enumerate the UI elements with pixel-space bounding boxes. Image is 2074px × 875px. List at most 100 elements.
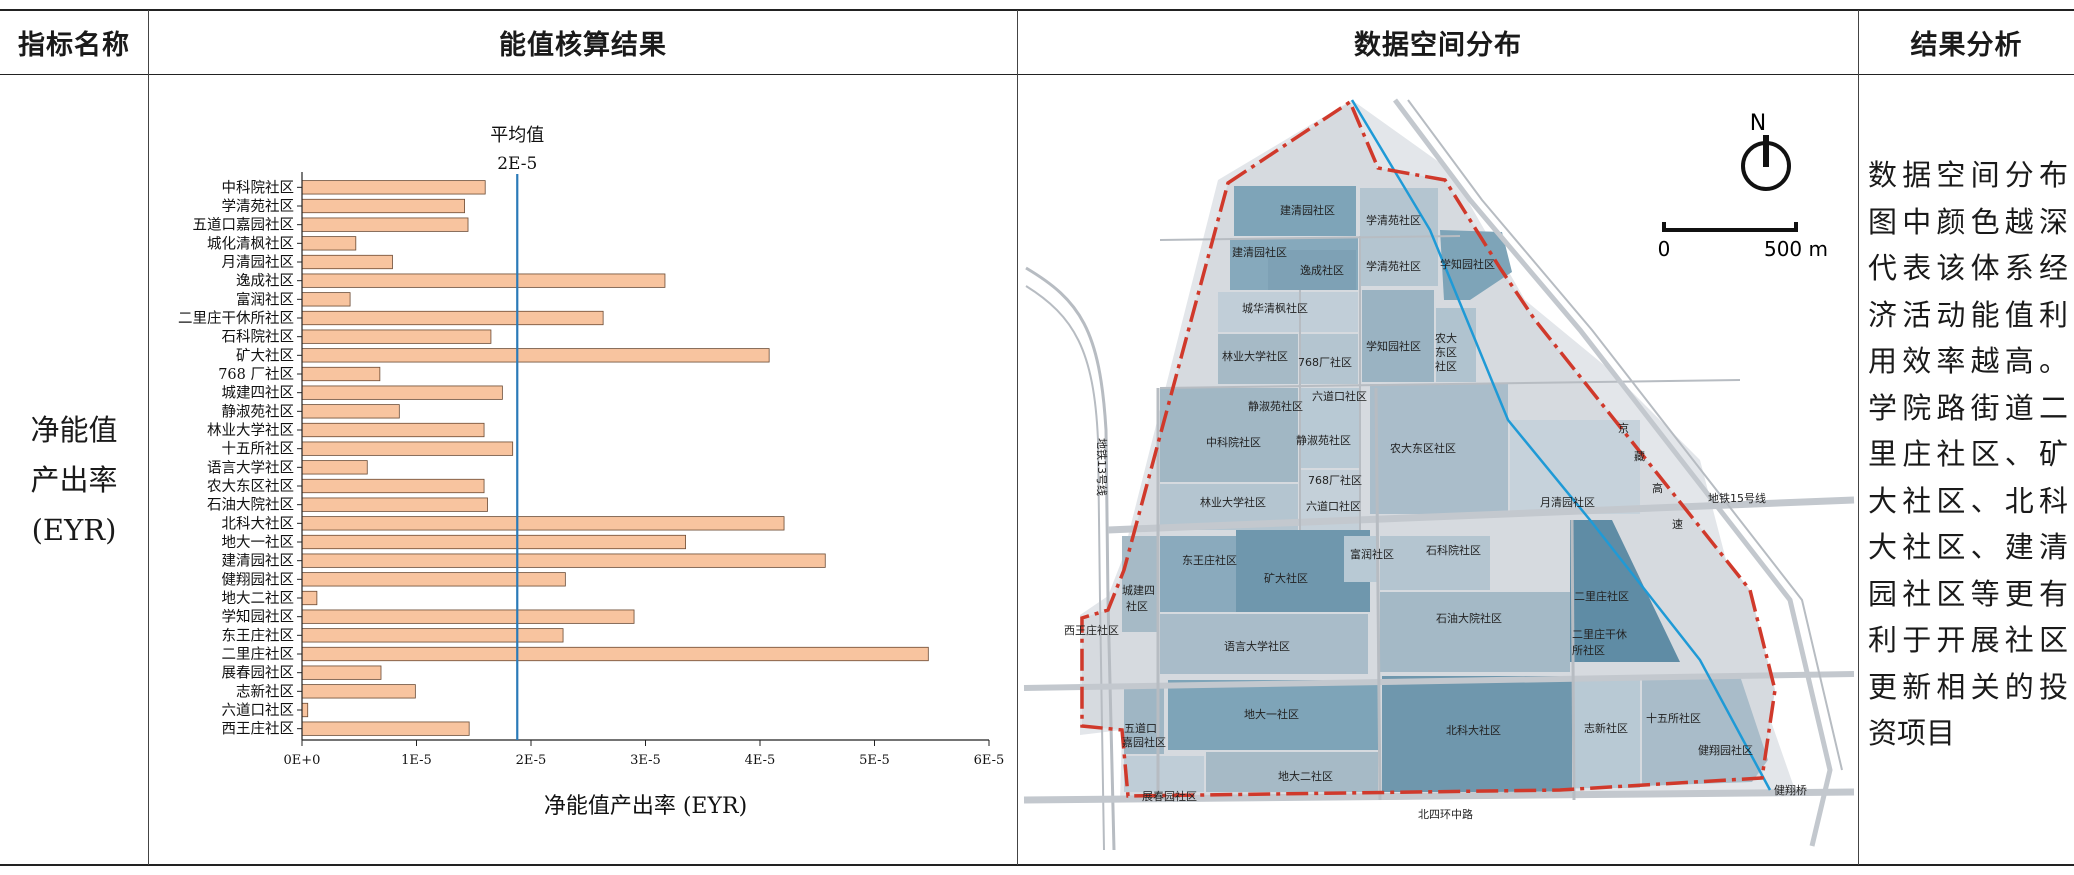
y-tick-label: 石科院社区 (222, 329, 295, 346)
scale-bar: 0 500 m (1658, 222, 1828, 261)
chart-bar (301, 329, 492, 344)
chart-bar (301, 254, 393, 270)
map-label-xueqingyuan2: 学清苑社区 (1366, 259, 1421, 273)
block-furun (1344, 536, 1378, 582)
mean-value-label: 2E-5 (497, 154, 537, 174)
north-label: N (1750, 111, 1766, 136)
header-spatial-distribution: 数据空间分布 (1354, 29, 1522, 61)
analysis-line: 资项目 (1868, 716, 1956, 750)
analysis-line: 大社区、北科 (1868, 483, 2068, 518)
map-label-nongda-1: 农大 (1435, 331, 1457, 345)
y-tick-label: 东王庄社区 (222, 626, 295, 644)
map-label-768a: 768厂社区 (1298, 355, 1352, 369)
block-dida2 (1206, 752, 1378, 792)
analysis-line: 里庄社区、矿 (1868, 437, 2068, 471)
chart-bar (301, 516, 785, 531)
map-label-wudaokou-2: 嘉园社区 (1122, 735, 1166, 749)
analysis-line: 学院路街道二 (1868, 390, 2068, 425)
road-jingzang-2 (1407, 99, 1843, 771)
chart-bar (301, 478, 485, 494)
map-river (1350, 99, 1772, 791)
chart-bar (301, 572, 566, 587)
chart-bar (301, 460, 368, 475)
y-tick-label: 语言大学社区 (207, 459, 294, 476)
road-metro15 (1107, 496, 1855, 534)
road-east-vertical (1570, 519, 1576, 801)
y-tick-label: 中科院社区 (222, 179, 295, 196)
map-label-jing: 京 (1618, 421, 1629, 435)
map-label-shikeyuan: 石科院社区 (1426, 543, 1481, 557)
y-tick-label: 林业大学社区 (207, 422, 294, 439)
chart-bar (301, 590, 318, 606)
result-analysis-text: 数据空间分布 图中颜色越深 代表该体系经 济活动能值利 用效率越高。 学院路街道… (1868, 152, 2068, 757)
map-label-beikeda: 北科大社区 (1446, 723, 1501, 737)
block-yueqingyuan (1510, 420, 1640, 514)
y-tick-label: 静淑苑社区 (222, 403, 295, 420)
chart-bar (301, 553, 826, 568)
map-label-yueqingyuan: 月清园社区 (1540, 495, 1595, 509)
y-tick-label: 农大东区社区 (207, 478, 294, 495)
y-tick-label: 十五所社区 (222, 441, 295, 458)
block-shiwusuo (1642, 676, 1768, 786)
map-label-jingshu2: 静淑苑社区 (1296, 433, 1351, 447)
chart-bar (301, 198, 465, 214)
chart-bar (301, 273, 666, 288)
north-arrow-icon: N (1741, 111, 1791, 191)
chart-bar (301, 385, 503, 400)
map-label-erlizhuang: 二里庄社区 (1574, 589, 1629, 603)
scale-bar-end: 500 m (1764, 237, 1828, 261)
map-label-furun: 富润社区 (1350, 547, 1394, 561)
road-north-2 (1159, 379, 1741, 389)
y-tick-label: 逸成社区 (236, 273, 294, 290)
block-zhongkeyuan (1160, 388, 1298, 482)
x-tick-label: 6E-5 (974, 753, 1005, 768)
block-768a (1300, 334, 1358, 384)
block-erlizhuang (1570, 520, 1680, 662)
block-xuezhiyuan-ne (1440, 230, 1512, 300)
y-tick-label: 矿大社区 (236, 347, 294, 364)
chart-bar (301, 180, 486, 195)
chart-bar (301, 665, 382, 680)
map-label-liudaokou1: 六道口社区 (1312, 389, 1367, 403)
road-mid (1023, 671, 1855, 691)
map-label-kuangda: 矿大社区 (1264, 571, 1308, 585)
road-jingzang (1393, 98, 1833, 847)
map-label-chengjian-1: 城建四 (1122, 583, 1155, 597)
y-tick-label: 志新社区 (236, 683, 294, 700)
map-label-jianqingyuan2: 建清园社区 (1232, 245, 1287, 259)
map-label-su: 速 (1672, 518, 1683, 531)
chart-bar (301, 609, 635, 624)
block-chenghua (1218, 292, 1358, 332)
block-chengjiansi (1122, 536, 1158, 632)
chart-bar (301, 721, 470, 736)
map-label-xuezhiyuan1: 学知园社区 (1440, 257, 1495, 271)
x-tick-label: 3E-5 (630, 753, 661, 768)
block-jingshu (1300, 388, 1360, 468)
map-label-jianxiangyuan: 健翔园社区 (1698, 743, 1753, 757)
map-label-yicheng: 逸成社区 (1300, 263, 1344, 277)
chart-bar (301, 310, 604, 326)
y-tick-label: 石油大院社区 (207, 497, 294, 514)
map-label-gao: 高 (1652, 481, 1663, 495)
y-tick-label: 城化清枫社区 (207, 235, 294, 252)
map-label-nongda-3: 社区 (1435, 359, 1457, 373)
y-tick-label: 二里庄干休所社区 (178, 309, 294, 327)
x-tick-label: 5E-5 (859, 753, 890, 768)
analysis-line: 用效率越高。 (1868, 344, 2068, 378)
map-label-dongwangzhuang: 东王庄社区 (1182, 553, 1237, 567)
y-tick-label: 建清园社区 (222, 553, 295, 570)
map-label-wudaokou-1: 五道口 (1124, 721, 1157, 735)
map-label-shiyou: 石油大院社区 (1436, 611, 1502, 625)
block-yuyan (1160, 614, 1368, 674)
road-north-1 (1159, 235, 1461, 241)
block-shiyou (1380, 592, 1570, 672)
chart-bar (301, 366, 381, 382)
mean-label: 平均值 (490, 125, 544, 146)
map-label-jingshu1: 静淑苑社区 (1248, 399, 1303, 413)
chart-bar (301, 684, 416, 699)
map-label-zhongkeyuan: 中科院社区 (1206, 435, 1261, 449)
map-label-chenghua: 城华清枫社区 (1242, 301, 1308, 315)
map-label-liudaokou2: 六道口社区 (1306, 499, 1361, 513)
map-label-xueqingyuan1: 学清苑社区 (1366, 213, 1421, 227)
map-label-jianqingyuan1: 建清园社区 (1280, 203, 1335, 217)
